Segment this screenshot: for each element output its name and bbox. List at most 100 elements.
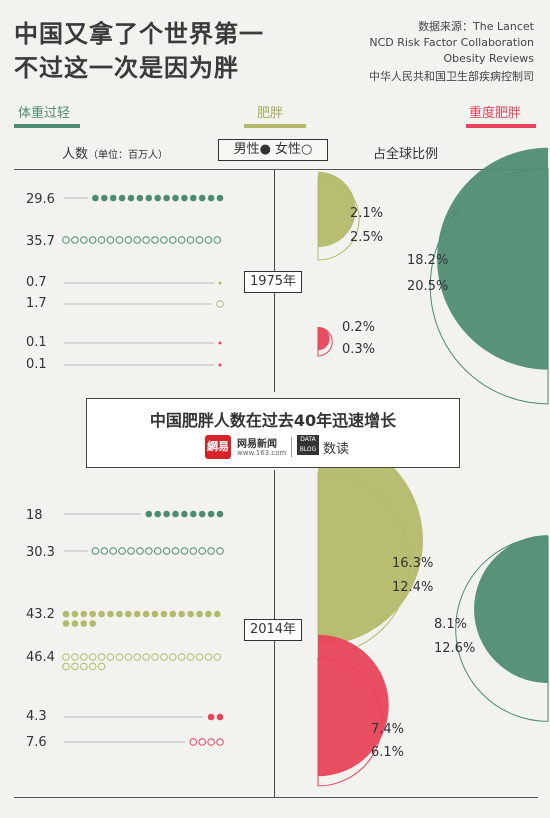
share-circle-0-1	[429, 167, 549, 405]
share-circle-0-2	[318, 171, 356, 248]
banner-title: 中国肥胖人数在过去40年迅速增长	[149, 411, 397, 430]
title-line-2: 不过这一次是因为胖	[14, 54, 239, 82]
dot-1-2-20	[80, 620, 88, 627]
dot-0-3-0	[216, 300, 224, 308]
dot-1-0-8	[216, 510, 224, 518]
dot-1-0-4	[181, 510, 188, 518]
dot-1-3-7	[124, 653, 133, 661]
dot-1-3-5	[106, 653, 115, 661]
dot-1-2-14	[187, 610, 194, 618]
share-2014-obese-male: 16.3%	[392, 556, 434, 571]
dot-1-3-8	[133, 653, 141, 661]
dot-0-1-8	[133, 236, 141, 244]
count-1975-severe-male: 0.1	[26, 335, 47, 350]
dot-0-1-7	[124, 236, 133, 244]
dot-0-0-6	[145, 194, 153, 202]
count-2014-underweight-female: 30.3	[26, 545, 55, 560]
dot-0-0-13	[207, 194, 215, 202]
dot-1-3-1	[71, 653, 79, 661]
category-underweight: 体重过轻	[18, 106, 71, 121]
dot-1-5-2	[207, 738, 215, 746]
dot-0-4-0	[218, 341, 222, 345]
separator-top	[14, 169, 538, 170]
dot-1-1-13	[207, 547, 215, 555]
dot-0-1-14	[186, 236, 195, 244]
count-unit: （单位：百万人）	[88, 150, 169, 161]
dot-1-3-10	[151, 653, 159, 661]
dot-0-0-5	[136, 194, 144, 202]
share-circle-0-5	[317, 326, 333, 357]
count-2014-obese-male: 43.2	[26, 607, 55, 622]
count-2014-obese-female: 46.4	[26, 650, 55, 665]
source-line-4: 中华人民共和国卫生部疾病控制司	[369, 70, 534, 83]
dot-1-1-2	[109, 547, 117, 555]
dot-1-1-6	[145, 547, 153, 555]
dot-1-1-0	[91, 547, 100, 555]
share-circle-1-5	[317, 656, 383, 787]
dot-1-3-14	[186, 653, 195, 661]
share-circle-0-4	[318, 326, 330, 351]
dot-0-0-1	[101, 194, 108, 202]
share-circle-1-2	[318, 435, 423, 646]
dot-1-3-15	[195, 653, 204, 661]
dot-1-2-1	[71, 610, 79, 618]
year-label-2014: 2014年	[244, 619, 302, 641]
separator-bottom	[14, 797, 538, 798]
title-line-1: 中国又拿了个世界第一	[14, 20, 264, 48]
dot-1-2-15	[196, 610, 203, 618]
dot-1-3-6	[115, 653, 124, 661]
dot-1-2-5	[107, 610, 114, 618]
dot-1-2-13	[178, 610, 185, 618]
dot-1-0-3	[172, 510, 179, 518]
dot-1-2-3	[89, 610, 96, 618]
share-circle-1-0	[474, 535, 548, 684]
dot-0-0-12	[198, 194, 206, 202]
dot-0-1-11	[160, 236, 168, 244]
dot-1-1-9	[171, 547, 180, 555]
dot-1-3-16	[204, 653, 213, 661]
dot-0-1-10	[151, 236, 159, 244]
logo-divider	[291, 437, 292, 457]
dot-1-1-7	[153, 547, 162, 555]
dot-1-3-20	[80, 662, 88, 671]
dot-1-2-8	[133, 610, 141, 618]
dot-0-1-5	[106, 236, 115, 244]
count-1975-underweight-female: 35.7	[26, 234, 55, 249]
dot-1-3-12	[169, 653, 177, 661]
dot-0-0-2	[109, 194, 117, 202]
dot-0-0-4	[127, 194, 135, 202]
dot-1-2-10	[151, 610, 159, 618]
dot-0-1-1	[71, 236, 79, 244]
share-header: 占全球比例	[373, 147, 439, 162]
dot-1-2-16	[205, 610, 212, 618]
dot-0-0-3	[118, 194, 126, 202]
dot-1-1-8	[162, 547, 171, 555]
dot-1-3-2	[80, 653, 88, 661]
share-2014-obese-female: 12.4%	[392, 580, 434, 595]
dot-1-2-2	[80, 610, 88, 618]
dot-1-2-11	[160, 610, 168, 618]
share-1975-severe-male: 0.2%	[342, 320, 376, 335]
share-1975-severe-female: 0.3%	[342, 342, 376, 357]
dot-1-3-11	[160, 653, 168, 661]
dot-0-5-0	[218, 363, 222, 367]
count-1975-obese-male: 0.7	[26, 275, 47, 290]
source-line-2: NCD Risk Factor Collaboration	[369, 36, 534, 49]
share-circle-1-4	[318, 634, 389, 777]
category-obese-bar	[244, 124, 306, 128]
share-1975-underweight-female: 20.5%	[407, 279, 449, 294]
dot-0-1-15	[195, 236, 204, 244]
dot-0-0-8	[163, 194, 170, 202]
dot-1-5-1	[198, 738, 206, 746]
dot-1-3-18	[62, 662, 70, 671]
source-line-1: 数据来源：The Lancet	[418, 20, 534, 33]
netease-url: www.163.com	[237, 449, 287, 457]
dot-1-5-3	[216, 738, 224, 746]
count-header: 人数（单位：百万人）	[62, 143, 168, 162]
share-2014-severe-male: 7.4%	[371, 722, 405, 737]
dot-0-1-17	[213, 236, 222, 244]
dot-1-3-13	[177, 653, 186, 661]
dot-1-2-17	[214, 610, 221, 618]
dot-0-0-14	[216, 194, 224, 202]
